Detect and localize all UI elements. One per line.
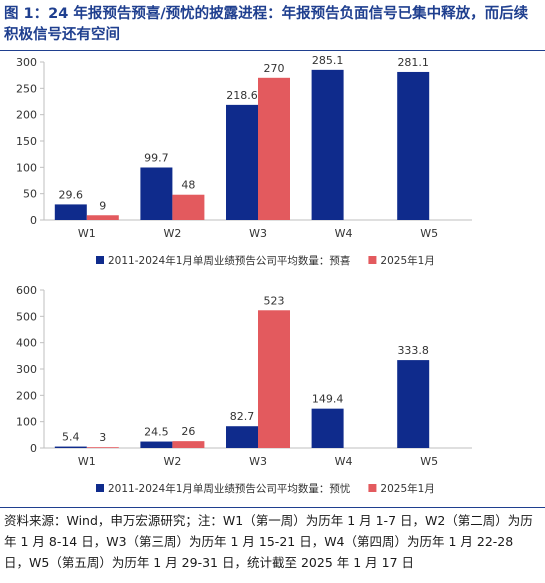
y-tick-label: 200 <box>16 389 37 402</box>
data-label: 149.4 <box>312 393 344 406</box>
legend-swatch-current <box>368 256 377 264</box>
bar-hist-w5 <box>397 71 430 220</box>
title-divider <box>0 50 545 51</box>
legend-swatch-hist <box>96 256 104 264</box>
y-tick-label: 400 <box>16 337 37 350</box>
chart-positive-forecasts: 0 50 100 150 200 250 300 29.6 9 W1 99.7 48 W2 218.6 27… <box>16 54 472 267</box>
data-label: 218.6 <box>226 89 258 102</box>
bar-hist-w2 <box>140 167 173 220</box>
data-label: 5.4 <box>62 431 80 444</box>
legend-label-hist: 2011-2024年1月单周业绩预告公司平均数量：预喜 <box>108 254 350 267</box>
y-tick-label: 250 <box>16 82 37 95</box>
y-tick-label: 0 <box>30 214 37 227</box>
bar-current-w2 <box>172 194 205 220</box>
x-tick-label: W4 <box>335 227 353 240</box>
x-tick-label: W3 <box>249 455 267 468</box>
x-tick-label: W3 <box>249 227 267 240</box>
data-label: 99.7 <box>144 151 169 164</box>
bar-hist-w2 <box>140 441 173 448</box>
y-tick-label: 500 <box>16 310 37 323</box>
data-label: 29.6 <box>59 188 84 201</box>
x-tick-label: W5 <box>420 455 438 468</box>
data-label: 270 <box>264 62 285 75</box>
bar-hist-w4 <box>311 69 344 220</box>
bar-current-w3 <box>258 77 290 220</box>
x-tick-label: W1 <box>78 227 96 240</box>
data-label: 285.1 <box>312 54 344 67</box>
data-label: 333.8 <box>397 344 429 357</box>
y-tick-label: 100 <box>16 416 37 429</box>
y-tick-label: 50 <box>23 188 37 201</box>
x-tick-label: W2 <box>163 455 181 468</box>
bar-current-w3 <box>258 310 290 448</box>
x-tick-label: W4 <box>335 455 353 468</box>
y-tick-label: 300 <box>16 56 37 69</box>
y-tick-label: 100 <box>16 161 37 174</box>
y-tick-label: 150 <box>16 135 37 148</box>
bar-current-w2 <box>172 441 205 448</box>
data-label: 9 <box>99 199 106 212</box>
source-divider <box>0 507 545 508</box>
data-label: 281.1 <box>397 56 429 69</box>
data-label: 48 <box>181 179 195 192</box>
chart-negative-forecasts: 0 100 200 300 400 500 600 5.4 3W1 24.5 26 W2 82.7 523… <box>16 284 472 495</box>
legend-label-current: 2025年1月 <box>380 254 434 267</box>
legend-swatch-current <box>368 484 377 492</box>
data-label: 26 <box>181 425 195 438</box>
legend: 2011-2024年1月单周业绩预告公司平均数量：预喜 2025年1月 <box>96 254 435 267</box>
data-label: 82.7 <box>230 410 255 423</box>
legend-label-hist: 2011-2024年1月单周业绩预告公司平均数量：预忧 <box>108 482 350 495</box>
legend: 2011-2024年1月单周业绩预告公司平均数量：预忧 2025年1月 <box>96 482 435 495</box>
x-tick-label: W1 <box>78 455 96 468</box>
bar-hist-w5 <box>397 360 430 448</box>
x-tick-label: W5 <box>420 227 438 240</box>
y-tick-label: 0 <box>30 442 37 455</box>
bar-hist-w3 <box>226 426 258 448</box>
bar-current-w1 <box>86 215 119 220</box>
figure-title: 图 1：24 年报预告预喜/预忧的披露进程：年报预告负面信号已集中释放，而后续积… <box>4 6 529 43</box>
data-label: 24.5 <box>144 426 169 439</box>
y-tick-label: 200 <box>16 109 37 122</box>
bar-current-w1 <box>86 447 119 448</box>
x-tick-label: W2 <box>163 227 181 240</box>
y-tick-label: 600 <box>16 284 37 297</box>
y-tick-label: 300 <box>16 363 37 376</box>
data-label: 523 <box>264 294 285 307</box>
legend-swatch-hist <box>96 484 104 492</box>
bar-hist-w1 <box>54 204 87 220</box>
bar-hist-w1 <box>54 446 87 448</box>
source-note: 资料来源：Wind，申万宏源研究；注：W1（第一周）为历年 1 月 1-7 日，… <box>4 513 533 570</box>
bar-hist-w3 <box>226 104 258 220</box>
bar-hist-w4 <box>311 408 344 448</box>
data-label: 3 <box>99 431 106 444</box>
legend-label-current: 2025年1月 <box>380 482 434 495</box>
